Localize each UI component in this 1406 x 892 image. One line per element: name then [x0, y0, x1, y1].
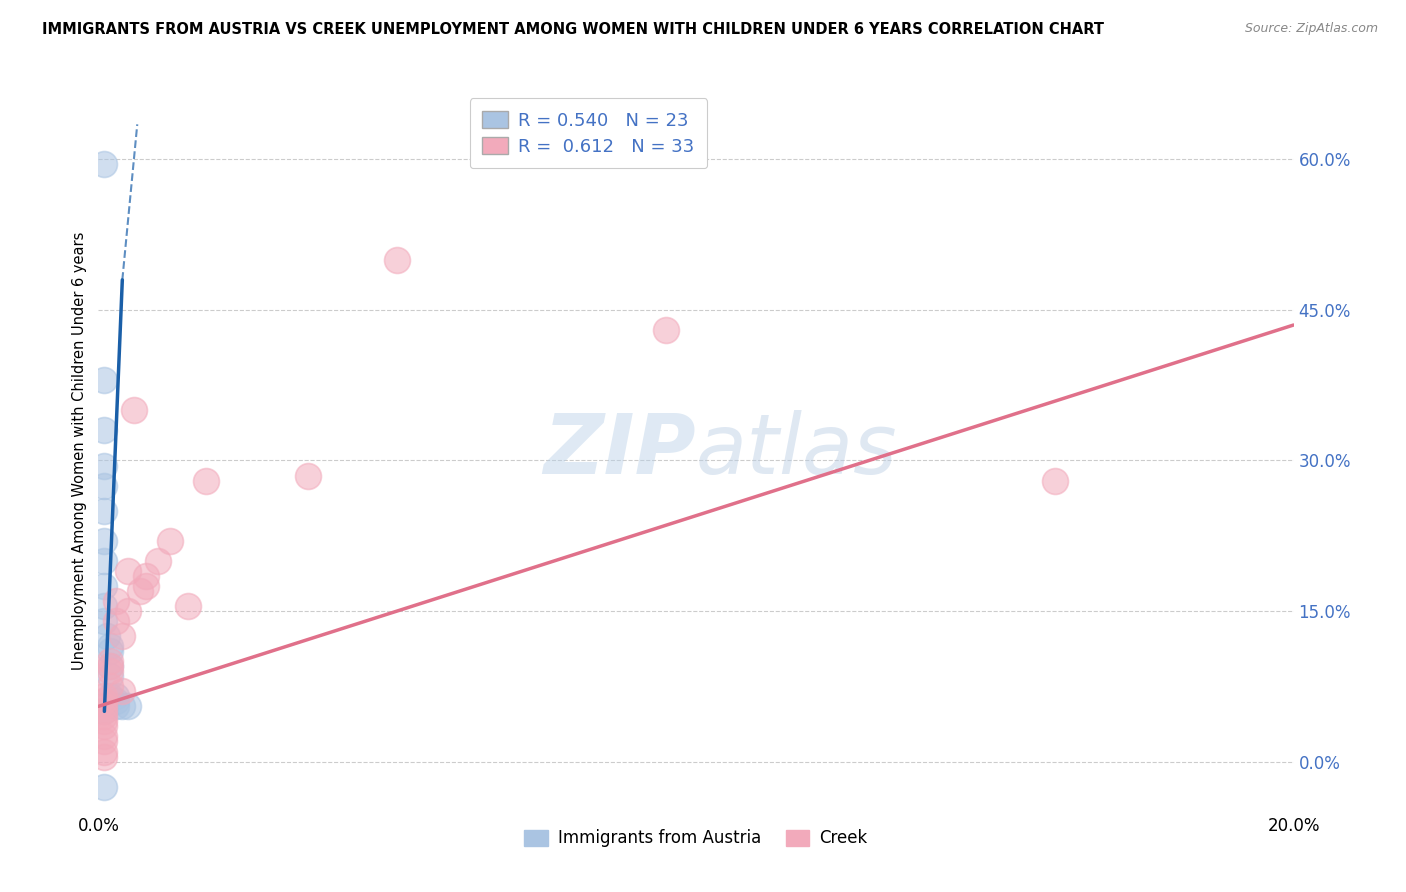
Point	[111, 699, 134, 714]
Y-axis label: Unemployment Among Women with Children Under 6 years: Unemployment Among Women with Children U…	[72, 231, 87, 670]
Point	[1043, 474, 1066, 488]
Point	[93, 744, 115, 758]
Point	[297, 468, 319, 483]
Point	[93, 709, 115, 723]
Point	[93, 714, 115, 729]
Point	[93, 699, 115, 714]
Point	[655, 323, 678, 337]
Point	[98, 654, 122, 668]
Point	[93, 719, 115, 733]
Point	[93, 599, 115, 613]
Point	[93, 458, 115, 473]
Point	[93, 533, 115, 548]
Point	[98, 690, 122, 704]
Point	[105, 614, 128, 628]
Point	[93, 705, 115, 719]
Point	[98, 659, 122, 673]
Point	[135, 569, 157, 583]
Point	[117, 604, 139, 618]
Point	[124, 403, 146, 417]
Point	[93, 749, 115, 764]
Point	[93, 690, 115, 704]
Point	[93, 424, 115, 438]
Point	[93, 734, 115, 748]
Point	[93, 579, 115, 593]
Point	[117, 564, 139, 578]
Point	[385, 252, 409, 267]
Point	[93, 157, 115, 171]
Point	[93, 503, 115, 517]
Point	[129, 584, 152, 599]
Point	[93, 780, 115, 794]
Legend: Immigrants from Austria, Creek: Immigrants from Austria, Creek	[517, 822, 875, 854]
Point	[105, 594, 128, 608]
Point	[111, 684, 134, 698]
Point	[105, 690, 128, 704]
Point	[159, 533, 181, 548]
Point	[117, 699, 139, 714]
Point	[195, 474, 218, 488]
Point	[98, 669, 122, 683]
Text: IMMIGRANTS FROM AUSTRIA VS CREEK UNEMPLOYMENT AMONG WOMEN WITH CHILDREN UNDER 6 : IMMIGRANTS FROM AUSTRIA VS CREEK UNEMPLO…	[42, 22, 1104, 37]
Point	[93, 373, 115, 387]
Point	[98, 639, 122, 653]
Point	[93, 705, 115, 719]
Point	[98, 664, 122, 679]
Text: Source: ZipAtlas.com: Source: ZipAtlas.com	[1244, 22, 1378, 36]
Point	[105, 694, 128, 708]
Point	[177, 599, 200, 613]
Point	[148, 554, 170, 568]
Point	[111, 629, 134, 643]
Point	[93, 614, 115, 628]
Point	[93, 730, 115, 744]
Point	[105, 699, 128, 714]
Point	[96, 629, 118, 643]
Point	[98, 659, 122, 673]
Point	[93, 554, 115, 568]
Point	[93, 478, 115, 492]
Point	[93, 694, 115, 708]
Point	[135, 579, 157, 593]
Point	[98, 679, 122, 693]
Text: atlas: atlas	[696, 410, 897, 491]
Point	[98, 644, 122, 658]
Text: ZIP: ZIP	[543, 410, 696, 491]
